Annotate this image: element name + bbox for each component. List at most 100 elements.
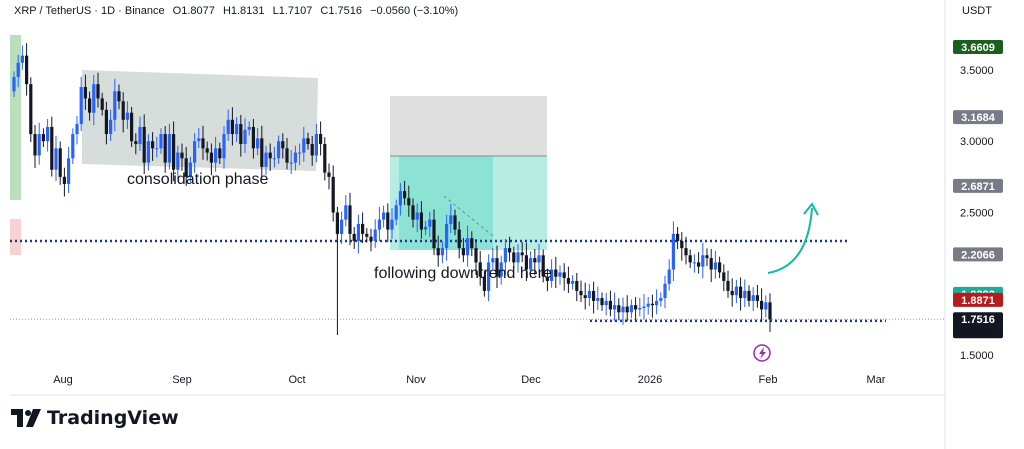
y-tick-label: 2.5000 — [960, 207, 994, 219]
candle — [272, 146, 276, 168]
candle-body — [550, 269, 554, 281]
price-badge: 2.6871 — [953, 178, 1003, 193]
candle-body — [386, 212, 390, 230]
candle — [327, 163, 331, 190]
candle-body — [432, 219, 436, 249]
countdown-label: 17:42:51 — [957, 326, 1000, 338]
candle — [604, 292, 608, 316]
candle — [558, 265, 562, 285]
price-badge: 3.1684 — [953, 110, 1003, 125]
candle-body — [88, 98, 92, 113]
candle-body — [209, 152, 213, 163]
candle — [655, 289, 659, 315]
candle-body — [256, 138, 260, 149]
candle — [646, 296, 650, 315]
candle-body — [134, 141, 138, 145]
candle-body — [512, 252, 516, 263]
candle — [92, 75, 96, 126]
stop-zone — [390, 96, 547, 156]
candle-body — [369, 236, 373, 242]
candle — [701, 242, 705, 279]
candle — [495, 245, 499, 289]
candle-body — [180, 152, 184, 159]
candle-body — [739, 286, 743, 299]
candle-body — [671, 233, 675, 270]
candle-body — [33, 134, 37, 156]
candle — [25, 43, 29, 96]
candle-body — [281, 141, 285, 149]
candle-body — [424, 226, 428, 230]
candle — [730, 278, 734, 307]
candle-body — [16, 62, 20, 78]
price-badge-bg — [953, 39, 1003, 54]
candle — [201, 125, 205, 160]
candle-body — [587, 290, 591, 299]
candle — [46, 118, 50, 152]
candle — [54, 135, 58, 182]
x-tick-label: Aug — [53, 374, 73, 386]
candle — [461, 237, 465, 263]
candle — [470, 231, 474, 257]
candle-body — [293, 152, 297, 163]
candle — [634, 297, 638, 320]
candle — [621, 297, 625, 325]
candle — [445, 214, 449, 261]
candle-body — [277, 141, 281, 159]
candle — [260, 125, 264, 179]
candle-body — [125, 112, 129, 120]
candle-body — [755, 295, 759, 301]
candle-body — [634, 305, 638, 310]
candle — [709, 248, 713, 283]
candle-body — [684, 248, 688, 256]
candle — [281, 133, 285, 159]
candle-body — [730, 290, 734, 296]
high-value: H1.8131 — [222, 5, 265, 17]
candle-body — [474, 248, 478, 263]
candle — [499, 255, 503, 285]
candle — [306, 132, 310, 150]
price-unit-label[interactable]: USDT — [962, 5, 992, 17]
candle — [407, 185, 411, 217]
candle-body — [285, 148, 289, 163]
candle — [688, 249, 692, 269]
candle — [289, 150, 293, 174]
symbol-pair[interactable]: XRP / TetherUS · 1D · Binance — [14, 5, 165, 17]
candle — [419, 201, 423, 239]
candle-body — [667, 269, 671, 284]
lightning-icon[interactable] — [753, 344, 771, 362]
change-value: −0.0560 (−3.10%) — [370, 5, 459, 17]
brand-name: TradingView — [47, 407, 179, 429]
candle-body — [25, 55, 29, 85]
candle-body — [394, 205, 398, 220]
candle — [617, 298, 621, 321]
candle-body — [625, 306, 629, 313]
candle-body — [146, 141, 150, 163]
candle-body — [650, 303, 654, 306]
candle — [663, 275, 667, 309]
candle-body — [701, 255, 705, 267]
price-badge-bg — [953, 292, 1003, 307]
candle-body — [566, 278, 570, 284]
candle — [415, 203, 419, 233]
candle-body — [760, 300, 764, 310]
candle — [432, 209, 436, 255]
trade-path-line — [443, 195, 494, 237]
price-badge-label: 2.2066 — [961, 249, 995, 261]
candle — [264, 145, 268, 175]
candle — [83, 74, 87, 110]
candle-body — [676, 233, 680, 242]
projection-arrowhead — [803, 202, 819, 216]
candle — [319, 121, 323, 156]
candle — [369, 228, 373, 252]
candle — [323, 137, 327, 181]
candle — [625, 295, 629, 322]
candle — [642, 294, 646, 320]
candle-body — [491, 258, 495, 263]
candle — [146, 134, 150, 171]
candle — [155, 136, 159, 158]
candles — [12, 43, 772, 335]
candle-body — [117, 91, 121, 102]
candle — [163, 126, 167, 173]
candle — [151, 132, 155, 161]
